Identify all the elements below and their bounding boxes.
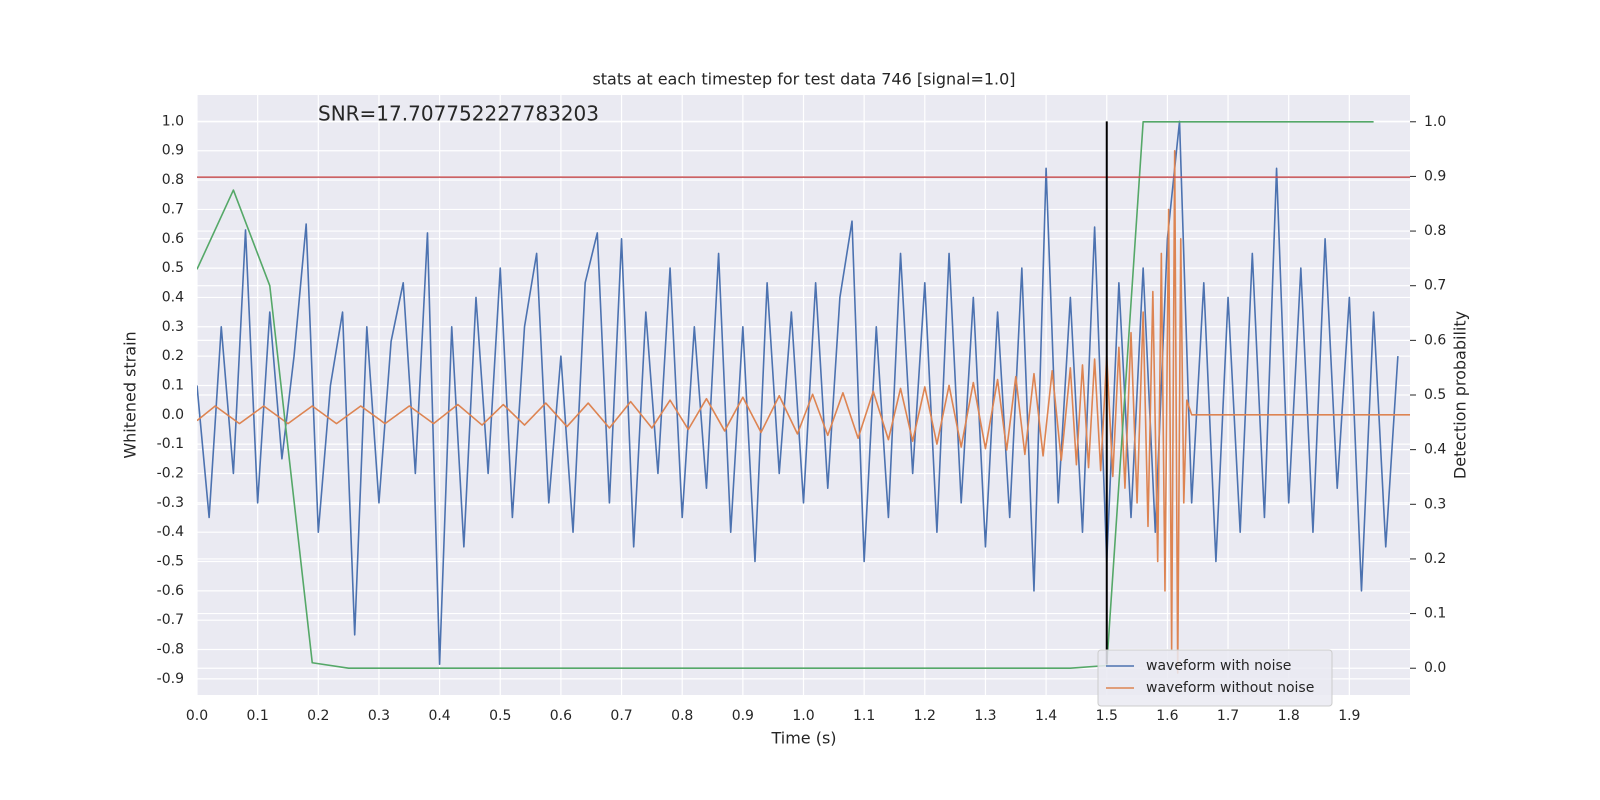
y2-tick-label: 0.6 bbox=[1424, 332, 1446, 348]
series-line bbox=[197, 149, 1410, 674]
annotation: SNR=17.707752227783203 bbox=[318, 102, 599, 126]
x-tick-label: 1.7 bbox=[1217, 708, 1239, 724]
y-tick-label: 0.9 bbox=[162, 143, 184, 159]
y-tick-label: -0.2 bbox=[157, 465, 184, 481]
x-tick-label: 1.9 bbox=[1338, 708, 1360, 724]
chart-title: stats at each timestep for test data 746… bbox=[592, 70, 1015, 89]
y2-tick-label: 0.5 bbox=[1424, 387, 1446, 403]
x-axis-label: Time (s) bbox=[770, 729, 836, 748]
x-tick-label: 0.0 bbox=[186, 708, 208, 724]
y-tick-label: -0.4 bbox=[157, 524, 184, 540]
y-tick-label: 0.2 bbox=[162, 348, 184, 364]
y-tick-label: -0.9 bbox=[157, 671, 184, 687]
y2-tick-label: 0.0 bbox=[1424, 660, 1446, 676]
x-tick-label: 1.5 bbox=[1096, 708, 1118, 724]
grid bbox=[196, 95, 1410, 695]
y-tick-label: 0.3 bbox=[162, 319, 184, 335]
labels: 0.0 0.1 0.2 0.3 0.4 0.5 0.6 0.7 0.8 0.9 1.0 1.1 1.2 1… bbox=[157, 113, 1447, 724]
y-tick-label: 0.5 bbox=[162, 260, 184, 276]
y2-axis-label: Detection probability bbox=[1451, 311, 1470, 479]
x-tick-label: 0.5 bbox=[489, 708, 511, 724]
x-tick-label: 1.3 bbox=[974, 708, 996, 724]
y-tick-label: 0.1 bbox=[162, 377, 184, 393]
x-tick-label: 0.7 bbox=[610, 708, 632, 724]
legend: waveform with noise waveform without nois… bbox=[1097, 649, 1333, 707]
y2-tick-label: 0.2 bbox=[1424, 551, 1446, 567]
y-tick-label: 0.0 bbox=[162, 407, 184, 423]
x-tick-label: 0.6 bbox=[550, 708, 572, 724]
y-tick-label: 1.0 bbox=[162, 113, 184, 129]
y-axis-label: Whitened strain bbox=[121, 331, 140, 458]
x-tick-label: 0.2 bbox=[307, 708, 329, 724]
y-tick-label: -0.7 bbox=[157, 612, 184, 628]
y2-tick-label: 0.9 bbox=[1424, 168, 1446, 184]
x-tick-label: 0.8 bbox=[671, 708, 693, 724]
y2-tick-label: 0.7 bbox=[1424, 278, 1446, 294]
legend-box bbox=[1097, 649, 1333, 707]
y2-tick-label: 0.1 bbox=[1424, 606, 1446, 622]
y2-tick-label: 0.8 bbox=[1424, 223, 1446, 239]
x-tick-label: 1.2 bbox=[914, 708, 936, 724]
y2-tick-label: 0.4 bbox=[1424, 442, 1446, 458]
series-line bbox=[197, 120, 1399, 665]
y2-tick-label: 1.0 bbox=[1424, 114, 1446, 130]
plot-marks bbox=[197, 120, 1410, 674]
x-tick-label: 1.1 bbox=[853, 708, 875, 724]
legend-label: waveform with noise bbox=[1146, 658, 1291, 674]
x-tick-label: 0.1 bbox=[247, 708, 269, 724]
y-tick-label: -0.3 bbox=[157, 495, 184, 511]
x-tick-label: 1.4 bbox=[1035, 708, 1057, 724]
x-tick-label: 1.0 bbox=[792, 708, 814, 724]
x-tick-label: 0.3 bbox=[368, 708, 390, 724]
x-tick-label: 0.9 bbox=[732, 708, 754, 724]
y-tick-label: -0.5 bbox=[157, 554, 184, 570]
y-tick-label: 0.6 bbox=[162, 231, 184, 247]
y-tick-label: 0.4 bbox=[162, 289, 184, 305]
x-tick-label: 1.6 bbox=[1156, 708, 1178, 724]
x-tick-label: 1.8 bbox=[1278, 708, 1300, 724]
y-tick-label: 0.8 bbox=[162, 172, 184, 188]
y2-tick-label: 0.3 bbox=[1424, 496, 1446, 512]
y-tick-label: -0.6 bbox=[157, 583, 184, 599]
y-tick-label: -0.1 bbox=[157, 436, 184, 452]
y-tick-label: -0.8 bbox=[157, 642, 184, 658]
legend-label: waveform without noise bbox=[1146, 680, 1314, 696]
x-tick-label: 0.4 bbox=[428, 708, 450, 724]
series-line bbox=[197, 120, 1374, 670]
y-tick-label: 0.7 bbox=[162, 201, 184, 217]
